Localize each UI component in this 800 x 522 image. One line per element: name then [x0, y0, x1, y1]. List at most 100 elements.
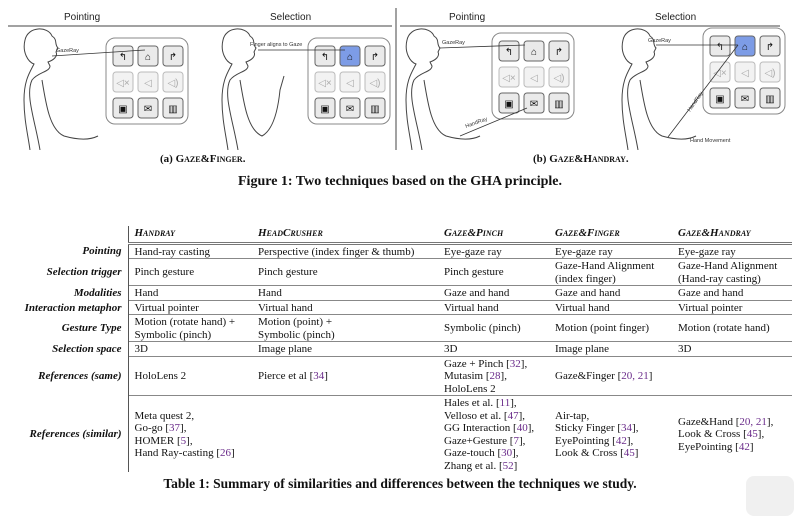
cell-line: Virtual hand [444, 301, 499, 314]
cell-line: HOMER [5], [134, 434, 193, 447]
table-cell: Meta quest 2, Go-go [37], HOMER [5], Hand R… [128, 396, 252, 473]
ui-button [759, 87, 781, 109]
cell-line: Eye-gaze ray [444, 245, 502, 258]
citation-link[interactable]: 26 [220, 447, 232, 459]
citation-link[interactable]: 11 [499, 397, 511, 409]
camera-icon: ▣ [320, 104, 329, 115]
cell-line: Image plane [555, 343, 610, 355]
ui-button [162, 45, 184, 67]
ui-button [734, 87, 756, 109]
table-row: References (similar) Meta quest 2, Go-go [… [4, 395, 792, 473]
citation-link[interactable]: 30 [501, 447, 513, 459]
table-cell: Image plane [549, 341, 672, 357]
forward-arrow-icon: ↱ [766, 42, 774, 53]
cell-line: Gaze and hand [555, 287, 621, 299]
ui-button [759, 35, 781, 57]
subcaption-b: (b) Gaze&Handray. [533, 153, 629, 165]
citation-link[interactable]: 42 [615, 434, 627, 447]
figure-caption: Figure 1: Two techniques based on the GH… [238, 174, 562, 189]
table-row: Selection space 3D Image plane 3D Image plan… [4, 341, 792, 357]
table-cell [252, 396, 438, 473]
cell-line: Look & Cross [45] [555, 447, 639, 459]
citation-link[interactable]: 7 [513, 434, 519, 447]
cell-line: Pinch gesture [258, 266, 318, 279]
cell-line: Air-tap, [555, 409, 590, 422]
cell-line: 3D [444, 343, 458, 355]
table-cell: HoloLens 2 [128, 356, 252, 396]
back-arrow-icon: ↰ [505, 47, 513, 58]
person-figure [23, 28, 99, 150]
cell-line: Motion (rotate hand) [678, 322, 770, 335]
table-cell: Symbolic (pinch) [438, 314, 549, 342]
table-cell: Virtual hand [252, 300, 438, 315]
cell-line: Hand Ray-casting [26] [134, 447, 235, 459]
citation-link[interactable]: 37 [169, 422, 181, 434]
ui-button [523, 92, 545, 114]
cell-line: Gaze and hand [678, 287, 744, 299]
table-cell: Virtual hand [438, 300, 549, 315]
ui-button [734, 61, 756, 83]
citation-link[interactable]: 42 [738, 440, 750, 453]
ui-button [709, 87, 731, 109]
ui-button [339, 71, 361, 93]
cell-line: Gaze-Hand Alignment [678, 260, 778, 272]
cell-line: Hand [258, 287, 282, 299]
cell-line: Motion (rotate hand) + [134, 316, 236, 328]
table-row: Selection trigger Pinch gesture Pinch gest… [4, 258, 792, 286]
gaze-ray-line [51, 49, 146, 57]
ui-panel-a-pointing: ↰ ⌂ ↱ ◁× ◁ ◁) ▣ ✉ ▥ [105, 37, 189, 125]
citation-link[interactable]: 34 [313, 370, 325, 382]
annotation-gazeray: GazeRay [648, 38, 671, 44]
cell-line: Virtual pointer [134, 301, 199, 314]
cell-line: EyePointing [42] [678, 440, 754, 453]
cell-line: Motion (point) + [258, 316, 333, 328]
citation-link[interactable]: 20, 21 [621, 370, 649, 382]
table-header-row: Handray HeadCrusher Gaze&Pinch Gaze&Finger G… [4, 226, 792, 245]
mail-icon: ✉ [741, 94, 749, 105]
table-cell: Gaze and hand [438, 285, 549, 301]
citation-link[interactable]: 32 [509, 357, 521, 370]
ui-button [548, 92, 570, 114]
back-arrow-icon: ↰ [321, 52, 329, 63]
table-cell: Virtual hand [549, 300, 672, 315]
table-cell: Hand [252, 285, 438, 301]
cell-line: Motion (point finger) [555, 322, 650, 335]
column-header: Handray [128, 226, 252, 245]
citation-link[interactable]: 28 [489, 370, 501, 382]
citation-link[interactable]: 5 [180, 434, 187, 447]
row-label: References (same) [4, 356, 129, 396]
ui-button [137, 45, 159, 67]
row-label: Selection trigger [4, 258, 129, 286]
cell-line: Gaze&Finger [20, 21] [555, 370, 653, 382]
row-label: Gesture Type [4, 314, 129, 342]
cell-line: HoloLens 2 [134, 370, 187, 382]
citation-link[interactable]: 20, 21 [739, 415, 767, 428]
forward-arrow-icon: ↱ [555, 47, 563, 58]
cell-line: 3D [678, 343, 692, 355]
column-header: Gaze&Handray [672, 226, 792, 245]
cell-line: Hand-ray casting [134, 245, 210, 258]
cell-line: Eye-gaze ray [678, 245, 736, 258]
cell-line: Virtual pointer [678, 301, 743, 314]
citation-link[interactable]: 47 [507, 409, 519, 422]
citation-link[interactable]: 52 [502, 459, 514, 472]
watermark-logo [746, 476, 794, 516]
hand-ray-line [459, 107, 528, 137]
row-label: Modalities [4, 285, 129, 300]
ui-button [523, 66, 545, 88]
table-cell: Eye-gaze ray [549, 243, 672, 259]
table-cell: Motion (rotate hand) [672, 314, 792, 342]
column-header: Gaze&Pinch [438, 226, 549, 245]
citation-link[interactable]: 45 [623, 447, 635, 459]
cell-line: Image plane [258, 343, 313, 355]
ui-button [137, 97, 159, 119]
forward-arrow-icon: ↱ [371, 52, 379, 63]
cell-line: Virtual hand [258, 301, 313, 314]
ui-button [339, 45, 361, 67]
citation-link[interactable]: 45 [746, 428, 758, 441]
volume-low-icon: ◁ [530, 73, 538, 84]
table-cell: Gaze&Hand [20, 21], Look & Cross [45], Eye… [672, 396, 792, 473]
citation-link[interactable]: 40 [516, 422, 528, 434]
volume-high-icon: ◁) [167, 78, 178, 89]
citation-link[interactable]: 34 [621, 422, 633, 434]
